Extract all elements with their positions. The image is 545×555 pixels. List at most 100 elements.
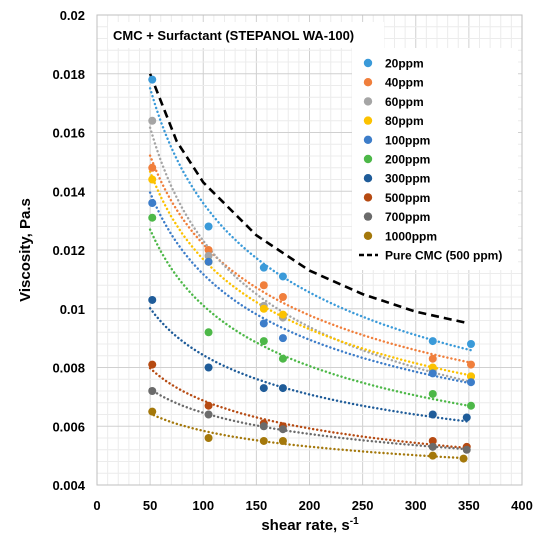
plot-frame (96, 14, 523, 486)
data-points (148, 75, 475, 463)
y-tick-label: 0.004 (52, 478, 85, 493)
data-point (467, 340, 475, 348)
data-point (428, 442, 437, 451)
reference-curve (148, 73, 470, 325)
data-point (278, 354, 287, 363)
legend: 20ppm 40ppm 60ppm 80ppm 100ppm 200ppm 300ppm 50… (359, 57, 502, 263)
data-point (278, 425, 287, 434)
data-point (204, 257, 213, 266)
data-point (204, 328, 213, 337)
data-point (428, 410, 437, 419)
trendline (148, 87, 473, 352)
data-point (204, 251, 213, 260)
x-tick-label: 250 (352, 498, 374, 513)
trendlines (148, 87, 473, 460)
legend-marker (363, 135, 373, 144)
data-point (148, 199, 157, 207)
data-point (148, 116, 157, 125)
legend-label: 20ppm (385, 57, 424, 71)
legend-marker (363, 212, 373, 221)
trendline (148, 367, 468, 450)
data-point (259, 304, 268, 313)
legend-label: 1000ppm (385, 229, 437, 243)
data-point (428, 363, 437, 372)
y-tick-label: 0.008 (52, 361, 85, 376)
data-point (467, 372, 475, 381)
x-axis-title-text: shear rate, s (261, 517, 349, 534)
data-point (204, 410, 213, 419)
legend-marker (363, 78, 373, 87)
x-axis-ticks: 0 50 100 150 200 250 300 350 400 (93, 498, 532, 513)
data-point (278, 293, 287, 301)
legend-label: Pure CMC (500 ppm) (385, 249, 502, 263)
y-tick-label: 0.02 (60, 8, 85, 23)
data-point (462, 413, 471, 422)
y-axis-ticks: 0.004 0.006 0.008 0.01 0.012 0.014 0.016 0.018 0… (52, 8, 85, 493)
data-point (259, 422, 268, 431)
x-tick-label: 200 (299, 498, 321, 513)
legend-marker (363, 58, 373, 68)
y-tick-label: 0.006 (52, 419, 85, 434)
legend-label: 40ppm (385, 76, 424, 90)
legend-marker (363, 231, 373, 240)
data-point (428, 436, 437, 445)
trendline (148, 191, 473, 385)
data-point (204, 434, 213, 442)
title-background (108, 22, 384, 48)
y-tick-label: 0.014 (52, 184, 85, 199)
data-point (148, 387, 157, 395)
y-axis-title: Viscosity, Pa.s (17, 198, 34, 302)
data-point (204, 363, 213, 372)
data-point (428, 451, 437, 460)
y-tick-label: 0.012 (52, 243, 85, 258)
data-point (259, 263, 268, 272)
legend-marker (363, 174, 373, 183)
data-point (467, 378, 475, 387)
data-point (148, 360, 157, 369)
x-tick-label: 50 (143, 498, 157, 513)
reference-curve-line (148, 73, 470, 325)
data-point (259, 281, 268, 290)
trendline (148, 412, 465, 460)
data-point (278, 384, 287, 393)
data-point (428, 389, 437, 398)
y-tick-label: 0.018 (52, 67, 85, 82)
data-point (278, 272, 287, 281)
legend-label: 60ppm (385, 95, 424, 109)
y-tick-label: 0.01 (60, 302, 85, 317)
data-point (467, 401, 475, 410)
trendline (148, 387, 468, 451)
data-point (204, 246, 213, 254)
legend-marker (363, 193, 373, 202)
legend-marker (363, 116, 373, 125)
trendline (148, 170, 473, 377)
data-point (467, 360, 475, 369)
legend-marker (363, 97, 373, 106)
trendline (148, 307, 468, 423)
data-point (462, 445, 471, 454)
data-point (278, 436, 287, 445)
trendline (148, 154, 473, 364)
data-point (459, 454, 468, 463)
data-point (259, 384, 268, 393)
data-point (148, 407, 157, 416)
legend-label: 300ppm (385, 172, 430, 186)
data-point (428, 354, 437, 363)
data-point (148, 213, 157, 222)
x-tick-label: 100 (192, 498, 214, 513)
legend-background (352, 48, 518, 270)
data-point (428, 337, 437, 346)
data-point (259, 337, 268, 346)
x-tick-label: 300 (405, 498, 427, 513)
data-point (278, 334, 287, 343)
data-point (428, 369, 437, 378)
trendline (148, 228, 473, 408)
chart-title: CMC + Surfactant (STEPANOL WA-100) (113, 28, 354, 43)
legend-label: 500ppm (385, 191, 430, 205)
data-point (204, 401, 213, 410)
legend-marker (363, 154, 373, 164)
data-point (148, 175, 157, 184)
legend-label: 700ppm (385, 210, 430, 224)
x-tick-label: 0 (93, 498, 100, 513)
